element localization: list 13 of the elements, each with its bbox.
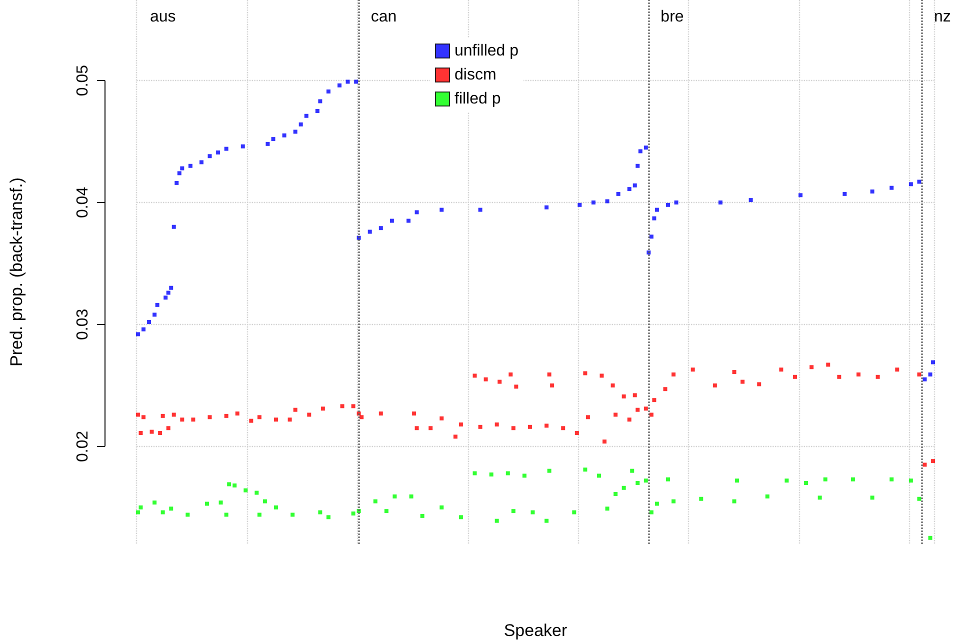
annotation: can [370, 8, 397, 26]
y-axis-title: Pred. prop. (back-transf.) [7, 178, 26, 366]
y-tick-label: 0.02 [74, 430, 92, 462]
y-tick-label: 0.05 [74, 64, 92, 96]
legend-label: discm [454, 66, 496, 84]
annotation: aus [150, 8, 176, 26]
annotation: bre [660, 8, 684, 26]
y-tick-label: 0.03 [74, 308, 92, 340]
x-axis-title: Speaker [504, 621, 568, 640]
y-tick-label: 0.04 [74, 186, 92, 218]
annotation: nz [934, 8, 951, 26]
legend-label: filled p [454, 90, 501, 108]
legend-label: unfilled p [454, 42, 519, 60]
